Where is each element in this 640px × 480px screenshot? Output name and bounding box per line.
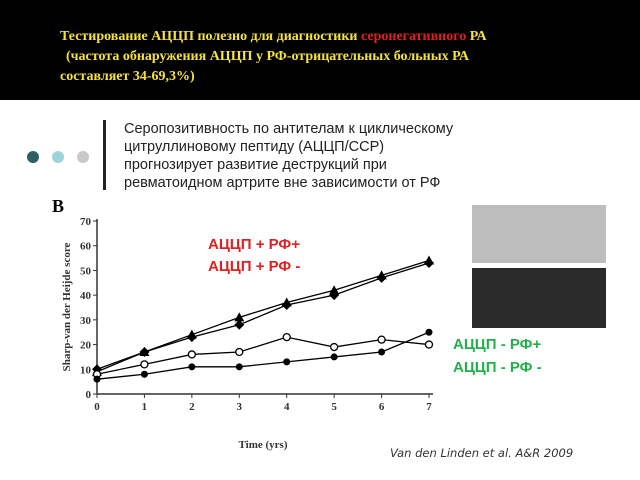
- data-point: [376, 270, 387, 280]
- y-tick-label: 10: [80, 364, 92, 376]
- data-point: [186, 329, 197, 339]
- y-tick-label: 50: [80, 265, 92, 277]
- x-tick-label: 2: [189, 401, 195, 413]
- legend-label: АЦЦП - РФ+: [453, 336, 541, 353]
- data-point: [234, 319, 245, 330]
- legend-label: АЦЦП + РФ -: [208, 258, 300, 275]
- data-point: [188, 363, 196, 371]
- y-tick-label: 20: [80, 340, 92, 352]
- data-point: [187, 350, 197, 359]
- data-point: [329, 342, 339, 352]
- series-line: [96, 259, 430, 373]
- data-point: [425, 328, 433, 336]
- x-tick-label: 4: [284, 401, 290, 413]
- statement-line: прогнозирует развитие деструкций при: [124, 157, 387, 173]
- statement-line: ревматоидном артрите вне зависимости от …: [124, 175, 440, 191]
- data-point: [329, 285, 340, 295]
- data-point: [234, 312, 245, 322]
- y-tick-label: 60: [80, 241, 92, 253]
- legend-label: АЦЦП + РФ+: [208, 236, 300, 253]
- header-text: РА: [466, 29, 487, 44]
- header-highlight: серонегативного: [361, 29, 466, 44]
- hand-photo: [472, 205, 606, 263]
- data-point: [283, 358, 291, 366]
- panel-label: B: [52, 196, 64, 216]
- statement-line: цитруллиновому пептиду (АЦЦП/ССР): [124, 139, 384, 155]
- x-tick-label: 0: [94, 401, 100, 413]
- header-line1: Тестирование АЦЦП полезно для диагностик…: [60, 29, 488, 44]
- legend-label: АЦЦП - РФ -: [453, 359, 542, 376]
- data-point: [330, 353, 338, 361]
- x-tick-label: 1: [142, 401, 148, 413]
- x-tick-label: 6: [379, 401, 385, 413]
- header-line2: (частота обнаружения АЦЦП у РФ-отрицател…: [66, 49, 470, 64]
- data-point: [235, 347, 244, 357]
- x-axis-label: Time (yrs): [239, 439, 288, 451]
- data-point: [378, 348, 386, 356]
- citation: Van den Linden et al. A&R 2009: [390, 446, 573, 460]
- x-tick-label: 5: [331, 401, 337, 413]
- header-line3: составляет 34-69,3%): [60, 69, 195, 84]
- statement-line: Серопозитивность по антителам к цикличес…: [124, 121, 454, 137]
- y-tick-label: 40: [80, 290, 92, 302]
- data-point: [282, 333, 291, 342]
- series-line: [96, 336, 430, 375]
- data-point: [93, 375, 101, 383]
- series-line: [96, 331, 430, 380]
- bullet-dot: [77, 151, 89, 163]
- data-point: [235, 363, 243, 371]
- divider: [103, 120, 106, 190]
- y-tick-label: 0: [86, 389, 92, 401]
- y-tick-label: 30: [80, 315, 92, 327]
- data-point: [281, 297, 292, 307]
- y-axis-label: Sharp-van der Heijde score: [61, 242, 73, 371]
- header-band: [0, 0, 640, 100]
- header-text: Тестирование АЦЦП полезно для диагностик…: [60, 29, 361, 44]
- data-point: [140, 360, 149, 369]
- data-point: [377, 335, 386, 344]
- chart: B 0 10 20 30 40 50 60 70 0 1 2 3 4 5 6 7 Time (yrs) Sharp-…: [52, 196, 542, 451]
- bullet-dot: [52, 151, 64, 163]
- x-tick-label: 7: [426, 401, 432, 413]
- hand-xray: [472, 268, 606, 328]
- data-point: [424, 340, 434, 349]
- data-point: [140, 370, 148, 378]
- bullet-dot: [27, 151, 39, 163]
- data-point: [139, 346, 150, 356]
- x-tick-label: 3: [237, 401, 243, 413]
- data-point: [424, 255, 434, 265]
- y-tick-label: 70: [80, 216, 92, 228]
